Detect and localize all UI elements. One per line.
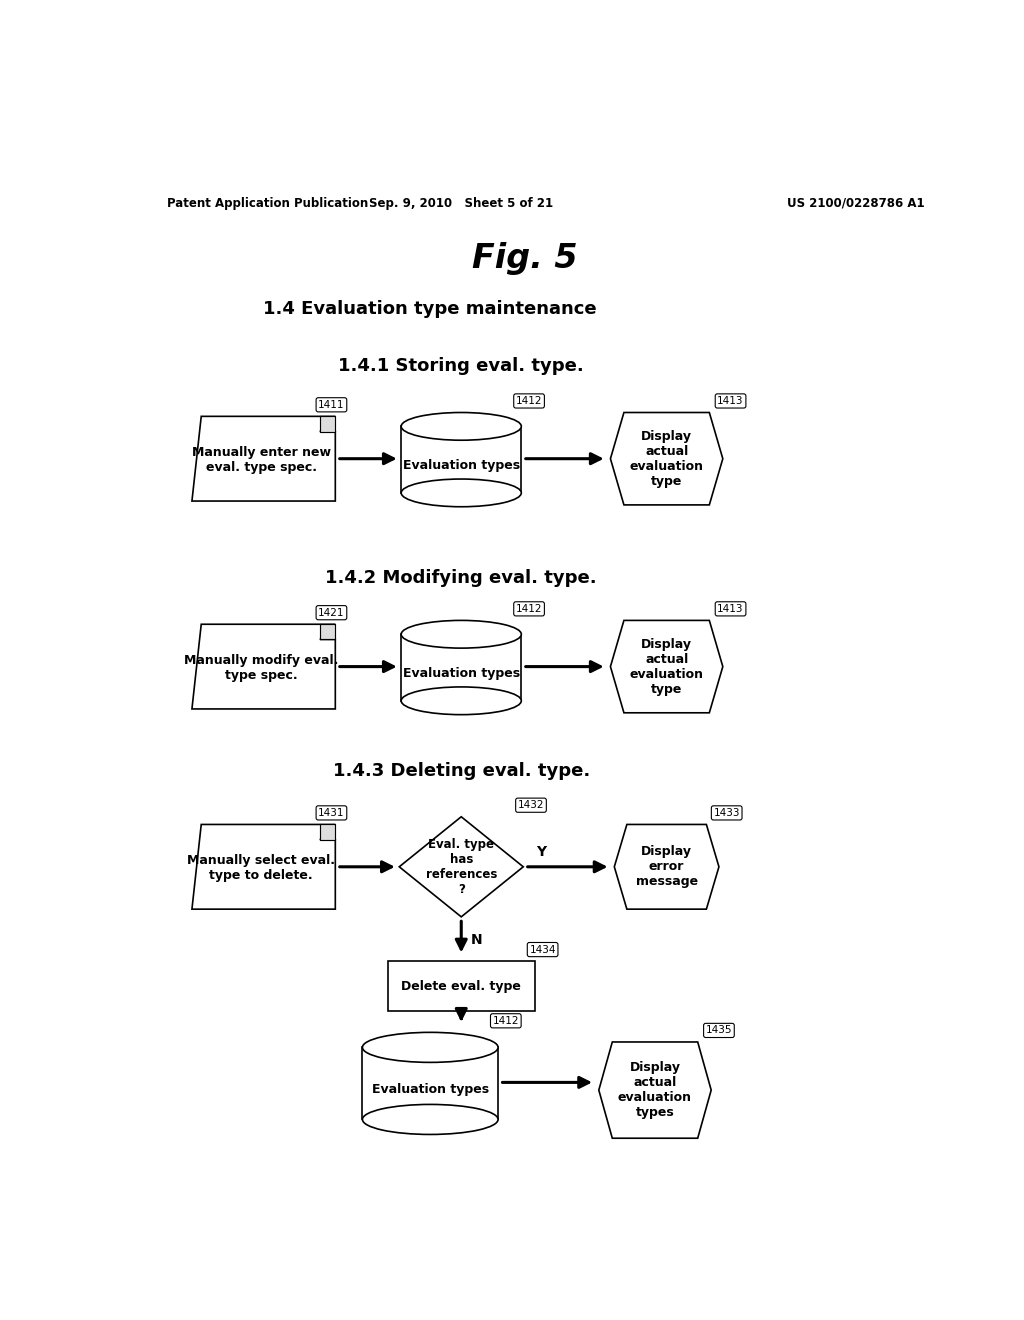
Text: 1412: 1412 [516,603,543,614]
Polygon shape [319,416,335,432]
Text: 1411: 1411 [318,400,345,409]
Text: 1434: 1434 [529,945,556,954]
Ellipse shape [401,620,521,648]
Text: 1412: 1412 [493,1016,519,1026]
Text: 1435: 1435 [706,1026,732,1035]
Text: 1.4.1 Storing eval. type.: 1.4.1 Storing eval. type. [338,358,584,375]
Bar [388,961,535,1011]
Text: N: N [471,933,482,946]
Text: 1421: 1421 [318,607,345,618]
Text: US 2100/0228786 A1: US 2100/0228786 A1 [786,197,925,210]
Text: 1.4 Evaluation type maintenance: 1.4 Evaluation type maintenance [263,300,597,318]
Text: Display
actual
evaluation
types: Display actual evaluation types [618,1061,692,1119]
Text: Y: Y [536,845,546,859]
Text: Delete eval. type: Delete eval. type [401,979,521,993]
Text: 1413: 1413 [718,396,743,407]
Text: Fig. 5: Fig. 5 [472,242,578,275]
Text: 1431: 1431 [318,808,345,818]
Polygon shape [319,624,335,639]
Text: Patent Application Publication: Patent Application Publication [167,197,368,210]
Text: 1433: 1433 [714,808,740,818]
Text: Eval. type
has
references
?: Eval. type has references ? [426,838,497,896]
Text: 1.4.3 Deleting eval. type.: 1.4.3 Deleting eval. type. [333,762,590,780]
Polygon shape [191,416,335,502]
Text: Display
actual
evaluation
type: Display actual evaluation type [630,638,703,696]
Text: Sep. 9, 2010   Sheet 5 of 21: Sep. 9, 2010 Sheet 5 of 21 [370,197,553,210]
Text: 1413: 1413 [718,603,743,614]
Text: Manually select eval.
type to delete.: Manually select eval. type to delete. [187,854,335,882]
Polygon shape [191,825,335,909]
Polygon shape [610,620,723,713]
Polygon shape [399,817,523,917]
Text: 1.4.2 Modifying eval. type.: 1.4.2 Modifying eval. type. [326,569,597,587]
Text: 1412: 1412 [516,396,543,407]
Ellipse shape [362,1105,498,1134]
Text: Evaluation types: Evaluation types [372,1084,488,1097]
Polygon shape [610,412,723,506]
Text: Display
error
message: Display error message [636,845,697,888]
Polygon shape [401,426,521,492]
Text: Display
actual
evaluation
type: Display actual evaluation type [630,430,703,487]
Text: Manually enter new
eval. type spec.: Manually enter new eval. type spec. [191,446,331,474]
Polygon shape [191,624,335,709]
Text: Manually modify eval.
type spec.: Manually modify eval. type spec. [184,655,339,682]
Ellipse shape [401,686,521,714]
Text: Evaluation types: Evaluation types [402,459,520,473]
Polygon shape [362,1047,498,1119]
Text: 1432: 1432 [518,800,544,810]
Text: Evaluation types: Evaluation types [402,667,520,680]
Polygon shape [614,825,719,909]
Polygon shape [599,1041,712,1138]
Ellipse shape [362,1032,498,1063]
Polygon shape [401,635,521,701]
Ellipse shape [401,413,521,441]
Ellipse shape [401,479,521,507]
Polygon shape [319,825,335,840]
